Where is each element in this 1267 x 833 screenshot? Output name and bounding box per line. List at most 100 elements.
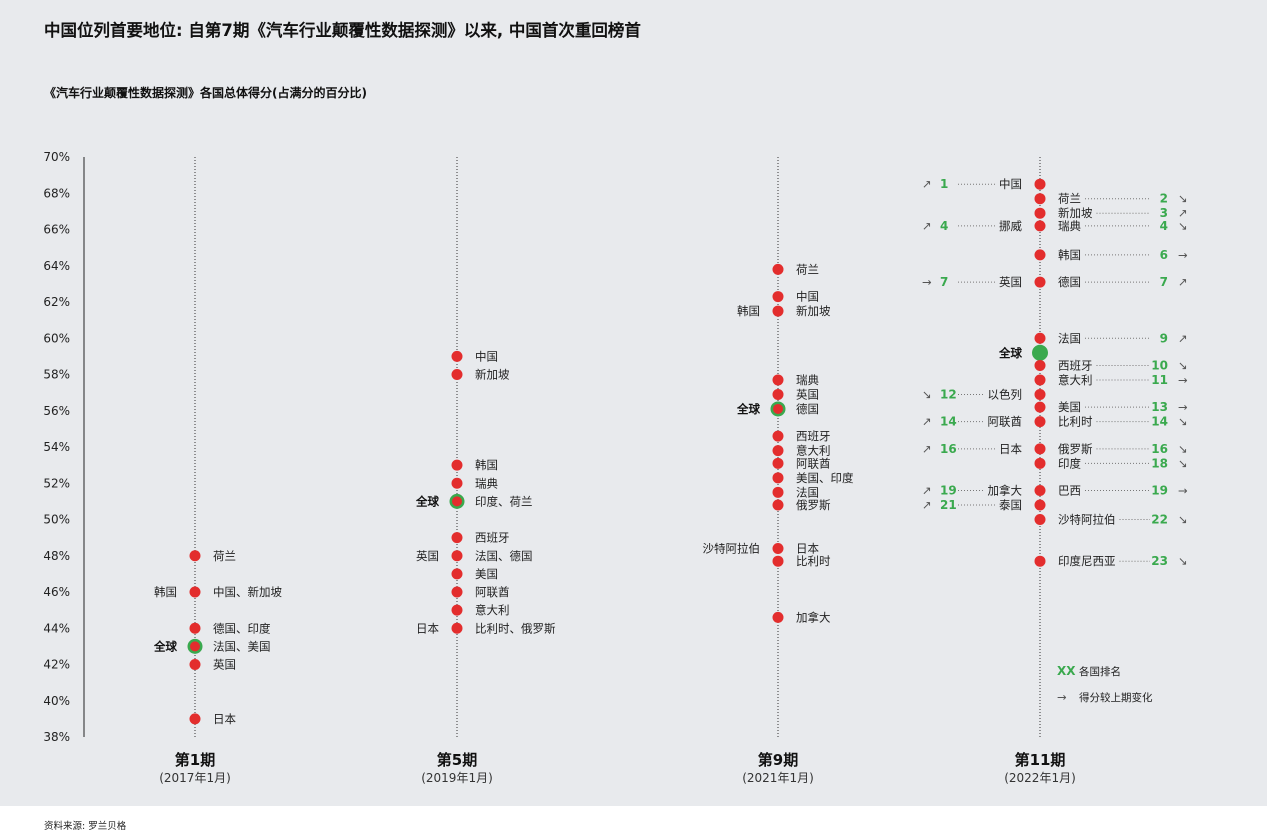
country-point — [1034, 443, 1046, 455]
country-point — [451, 369, 463, 380]
rank-value: 3 — [1160, 206, 1168, 220]
period-date: (2019年1月) — [421, 771, 493, 785]
country-point — [451, 459, 463, 471]
rank-value: 10 — [1151, 358, 1168, 372]
point-label-left: 韩国 — [737, 304, 760, 318]
period-title: 第1期 — [175, 751, 215, 769]
global-point — [1032, 344, 1048, 361]
point-label-right: 日本 — [796, 542, 819, 556]
trend-arrow: ↗ — [1178, 331, 1188, 345]
rank-value: 16 — [940, 442, 957, 456]
point-label-right: 新加坡 — [796, 304, 831, 318]
point-label-right: 美国 — [1058, 400, 1081, 414]
country-point — [451, 550, 463, 562]
point-label-right: 日本 — [213, 712, 236, 726]
point-label-right: 印度 — [1058, 456, 1081, 470]
point-label-left: 中国 — [999, 177, 1022, 191]
point-label-right: 韩国 — [1058, 248, 1081, 262]
trend-arrow: → — [922, 275, 932, 289]
trend-arrow: ↘ — [1178, 554, 1188, 568]
point-label-left: 全球 — [415, 494, 439, 508]
trend-arrow: ↗ — [1178, 275, 1188, 289]
point-label-right: 意大利 — [1058, 373, 1093, 387]
dot-plot: 38% 40% 42% 44% 46% 48% 50% 52% 54% 56% 58% 60% 62% 6… — [43, 150, 1188, 785]
point-label-right: 巴西 — [1058, 484, 1081, 498]
rank-value: 19 — [940, 484, 957, 498]
country-point — [772, 543, 784, 554]
period-date: (2022年1月) — [1004, 771, 1076, 785]
point-label-left: 英国 — [999, 275, 1022, 289]
y-tick-label: 44% — [43, 621, 70, 635]
y-tick-label: 62% — [43, 295, 70, 309]
country-point — [772, 388, 784, 400]
country-point — [1034, 220, 1046, 232]
point-label-left: 日本 — [999, 442, 1022, 456]
rank-value: 18 — [1151, 456, 1168, 470]
country-point — [451, 622, 463, 634]
country-point — [1034, 401, 1046, 413]
rank-value: 6 — [1160, 248, 1168, 262]
point-label-right: 比利时、俄罗斯 — [475, 621, 556, 635]
country-point — [772, 291, 784, 303]
country-point — [1034, 499, 1046, 511]
country-point — [772, 445, 784, 457]
point-label-left: 阿联酋 — [988, 415, 1023, 429]
trend-arrow: ↗ — [1178, 206, 1188, 220]
rank-value: 23 — [1151, 554, 1168, 568]
point-label-right: 瑞典 — [1058, 219, 1081, 233]
rank-value: 2 — [1160, 192, 1168, 206]
country-point — [451, 586, 463, 598]
country-point — [1034, 416, 1046, 428]
point-label-right: 阿联酋 — [475, 585, 510, 599]
legend-rank-symbol: XX — [1057, 664, 1076, 678]
point-label-right: 美国 — [475, 567, 498, 581]
y-tick-label: 54% — [43, 440, 70, 454]
rank-value: 4 — [1160, 219, 1168, 233]
point-label-left: 全球 — [736, 402, 760, 416]
point-label-right: 俄罗斯 — [796, 498, 831, 512]
trend-arrow: ↗ — [922, 177, 932, 191]
rank-value: 19 — [1151, 484, 1168, 498]
y-tick-label: 66% — [43, 223, 70, 237]
trend-arrow: → — [1178, 248, 1188, 262]
trend-arrow: ↗ — [922, 415, 932, 429]
trend-arrow: ↘ — [1178, 358, 1188, 372]
period-title: 第5期 — [437, 751, 477, 769]
country-point — [772, 374, 784, 386]
point-label-right: 韩国 — [475, 458, 498, 472]
country-point — [189, 550, 201, 562]
country-point — [451, 350, 463, 362]
country-point — [1034, 359, 1046, 371]
country-point — [1034, 514, 1046, 525]
y-tick-label: 42% — [43, 658, 70, 672]
point-label-right: 中国 — [475, 349, 498, 363]
point-label-right: 法国 — [1058, 331, 1081, 345]
y-tick-label: 50% — [43, 513, 70, 527]
country-point — [772, 499, 784, 511]
country-point — [451, 532, 463, 544]
rank-value: 14 — [940, 415, 957, 429]
point-label-right: 意大利 — [475, 603, 510, 617]
point-label-right: 法国、美国 — [213, 639, 271, 653]
y-tick-label: 70% — [43, 150, 70, 164]
country-point — [189, 622, 201, 634]
y-tick-label: 38% — [43, 730, 70, 744]
country-point — [772, 457, 784, 469]
rank-value: 21 — [940, 498, 957, 512]
trend-arrow: ↗ — [922, 498, 932, 512]
point-label-right: 德国、印度 — [213, 621, 271, 635]
country-point — [1034, 276, 1046, 288]
point-label-left: 挪威 — [999, 219, 1022, 233]
rank-value: 7 — [940, 275, 948, 289]
point-label-right: 中国、新加坡 — [213, 585, 282, 599]
y-tick-label: 64% — [43, 259, 70, 273]
point-label-right: 荷兰 — [1058, 192, 1081, 206]
country-point — [451, 568, 463, 580]
trend-arrow: ↗ — [922, 442, 932, 456]
point-label-right: 新加坡 — [475, 368, 510, 382]
trend-arrow: → — [1178, 400, 1188, 414]
country-point — [1034, 485, 1046, 496]
y-tick-label: 58% — [43, 368, 70, 382]
point-label-right: 阿联酋 — [796, 456, 831, 470]
rank-value: 4 — [940, 219, 948, 233]
